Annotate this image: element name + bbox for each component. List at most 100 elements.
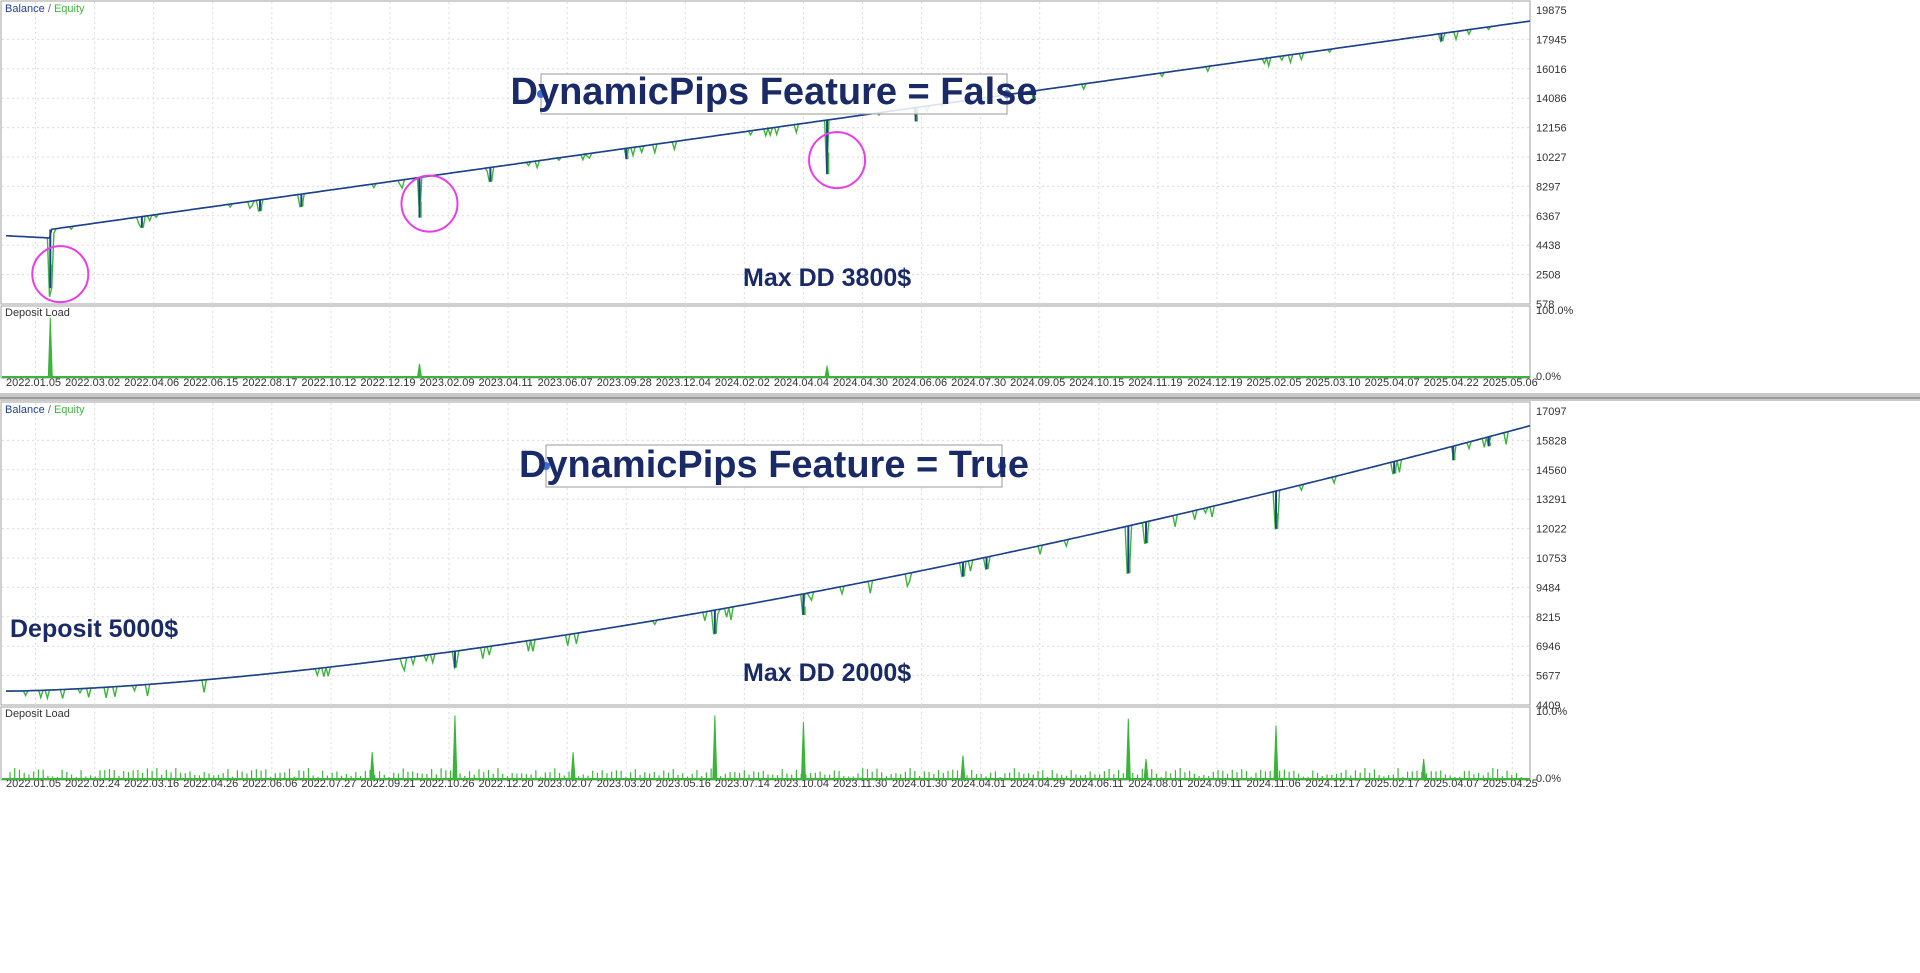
x-tick-label: 2025.03.10 (1306, 377, 1361, 389)
x-tick-label: 2025.04.25 (1483, 778, 1538, 790)
load-frame (0, 305, 1531, 379)
deposit-load-spike (416, 363, 423, 378)
y-tick-label: 6367 (1536, 211, 1560, 223)
x-tick-label: 2022.03.02 (65, 377, 120, 389)
deposit-load-max-tick: 10.0% (1536, 706, 1567, 718)
y-tick-label: 16016 (1536, 64, 1567, 76)
x-tick-label: 2023.11.30 (833, 778, 887, 790)
x-tick-label: 2023.07.14 (715, 778, 770, 790)
annotation-title: DynamicPips Feature = False (511, 71, 1038, 113)
x-tick-label: 2023.02.07 (538, 778, 593, 790)
x-tick-label: 2023.10.04 (774, 778, 829, 790)
y-tick-label: 9484 (1536, 582, 1560, 594)
chart-panel-1: 19875 17945 16016 14086 12156 10227 8297 6367 44… (0, 0, 1574, 389)
x-tick-label: 2025.04.07 (1424, 778, 1479, 790)
deposit-load-spike (1125, 718, 1131, 780)
x-tick-label: 2022.02.24 (65, 778, 120, 790)
x-tick-label: 2022.01.05 (6, 778, 61, 790)
legend: Balance / Equity (5, 3, 85, 15)
x-tick-label: 2022.03.16 (124, 778, 179, 790)
x-tick-label: 2022.08.17 (242, 377, 297, 389)
deposit-load-label: Deposit Load (5, 307, 70, 319)
x-tick-label: 2024.10.15 (1069, 377, 1124, 389)
equity-series-line (5, 20, 1531, 297)
annotation-handle (1003, 90, 1011, 98)
x-tick-label: 2024.09.11 (1187, 778, 1241, 790)
legend-separator: / (45, 404, 54, 416)
y-tick-label: 6946 (1536, 641, 1560, 653)
x-tick-label: 2025.04.22 (1424, 377, 1479, 389)
balance-series-line (6, 424, 1531, 692)
deposit-load-label: Deposit Load (5, 708, 70, 720)
y-tick-label: 578 (1536, 299, 1554, 311)
deposit-load-spike (369, 752, 375, 780)
y-tick-label: 15828 (1536, 435, 1567, 447)
x-tick-label: 2022.04.06 (124, 377, 179, 389)
x-tick-label: 2024.11.19 (1128, 377, 1182, 389)
legend-equity: Equity (54, 3, 85, 15)
annotation-title-box (540, 73, 1008, 115)
x-tick-label: 2023.03.20 (597, 778, 652, 790)
y-tick-label: 12022 (1536, 524, 1567, 536)
x-tick-label: 2024.04.04 (774, 377, 829, 389)
deposit-load-spike (800, 722, 806, 780)
y-tick-label: 2508 (1536, 270, 1560, 282)
annotation-handle (998, 462, 1006, 470)
annotation-title-box (545, 444, 1003, 488)
deposit-load-spike (47, 317, 53, 378)
legend-balance: Balance (5, 404, 45, 416)
x-tick-label: 2022.10.26 (419, 778, 474, 790)
x-tick-label: 2023.09.28 (597, 377, 652, 389)
y-tick-label: 17945 (1536, 34, 1567, 46)
y-tick-label: 4438 (1536, 240, 1560, 252)
deposit-load-spike (1421, 758, 1427, 780)
x-tick-label: 2024.01.30 (892, 778, 947, 790)
deposit-load-spike (570, 752, 576, 780)
drawdown-highlight-circle (400, 174, 459, 233)
x-tick-label: 2022.12.19 (360, 377, 415, 389)
y-tick-label: 8215 (1536, 612, 1560, 624)
x-tick-label: 2024.06.06 (892, 377, 947, 389)
y-tick-label: 12156 (1536, 123, 1567, 135)
deposit-load-spike (1273, 725, 1279, 780)
deposit-load-min-tick: 0.0% (1536, 371, 1561, 383)
legend-equity: Equity (54, 404, 85, 416)
x-tick-label: 2025.02.05 (1246, 377, 1301, 389)
drawdown-highlight-circle (31, 245, 90, 304)
deposit-load-min-tick: 0.0% (1536, 773, 1561, 785)
x-tick-label: 2025.02.17 (1365, 778, 1420, 790)
annotation-text: Deposit 5000$ (10, 615, 178, 643)
annotation-handle (542, 462, 550, 470)
x-tick-label: 2024.09.05 (1010, 377, 1065, 389)
x-tick-label: 2023.04.11 (479, 377, 533, 389)
x-tick-label: 2024.12.19 (1187, 377, 1242, 389)
y-tick-label: 14086 (1536, 93, 1567, 105)
deposit-load-spike (452, 715, 458, 780)
y-tick-label: 13291 (1536, 494, 1567, 506)
x-tick-label: 2023.12.04 (656, 377, 711, 389)
x-tick-label: 2024.06.11 (1069, 778, 1123, 790)
x-tick-label: 2022.12.20 (479, 778, 534, 790)
main-frame (0, 0, 1531, 305)
x-tick-label: 2023.06.07 (538, 377, 593, 389)
deposit-load-spike (960, 755, 966, 780)
y-tick-label: 5677 (1536, 671, 1560, 683)
x-tick-label: 2024.02.02 (715, 377, 770, 389)
y-tick-label: 19875 (1536, 5, 1567, 17)
annotation-handle (537, 90, 545, 98)
y-tick-label: 4409 (1536, 700, 1560, 712)
drawdown-highlight-circle (808, 131, 867, 190)
y-tick-label: 14560 (1536, 465, 1567, 477)
deposit-load-spike (712, 715, 718, 780)
x-tick-label: 2024.04.30 (833, 377, 888, 389)
y-tick-label: 10753 (1536, 553, 1567, 565)
x-tick-label: 2024.07.30 (951, 377, 1006, 389)
legend-separator: / (45, 3, 54, 15)
y-tick-label: 8297 (1536, 181, 1560, 193)
deposit-load-spike (1143, 758, 1149, 780)
panel-separator-line (0, 397, 1920, 399)
x-tick-label: 2023.05.16 (656, 778, 711, 790)
x-tick-label: 2022.06.06 (242, 778, 297, 790)
x-tick-label: 2024.04.29 (1010, 778, 1065, 790)
